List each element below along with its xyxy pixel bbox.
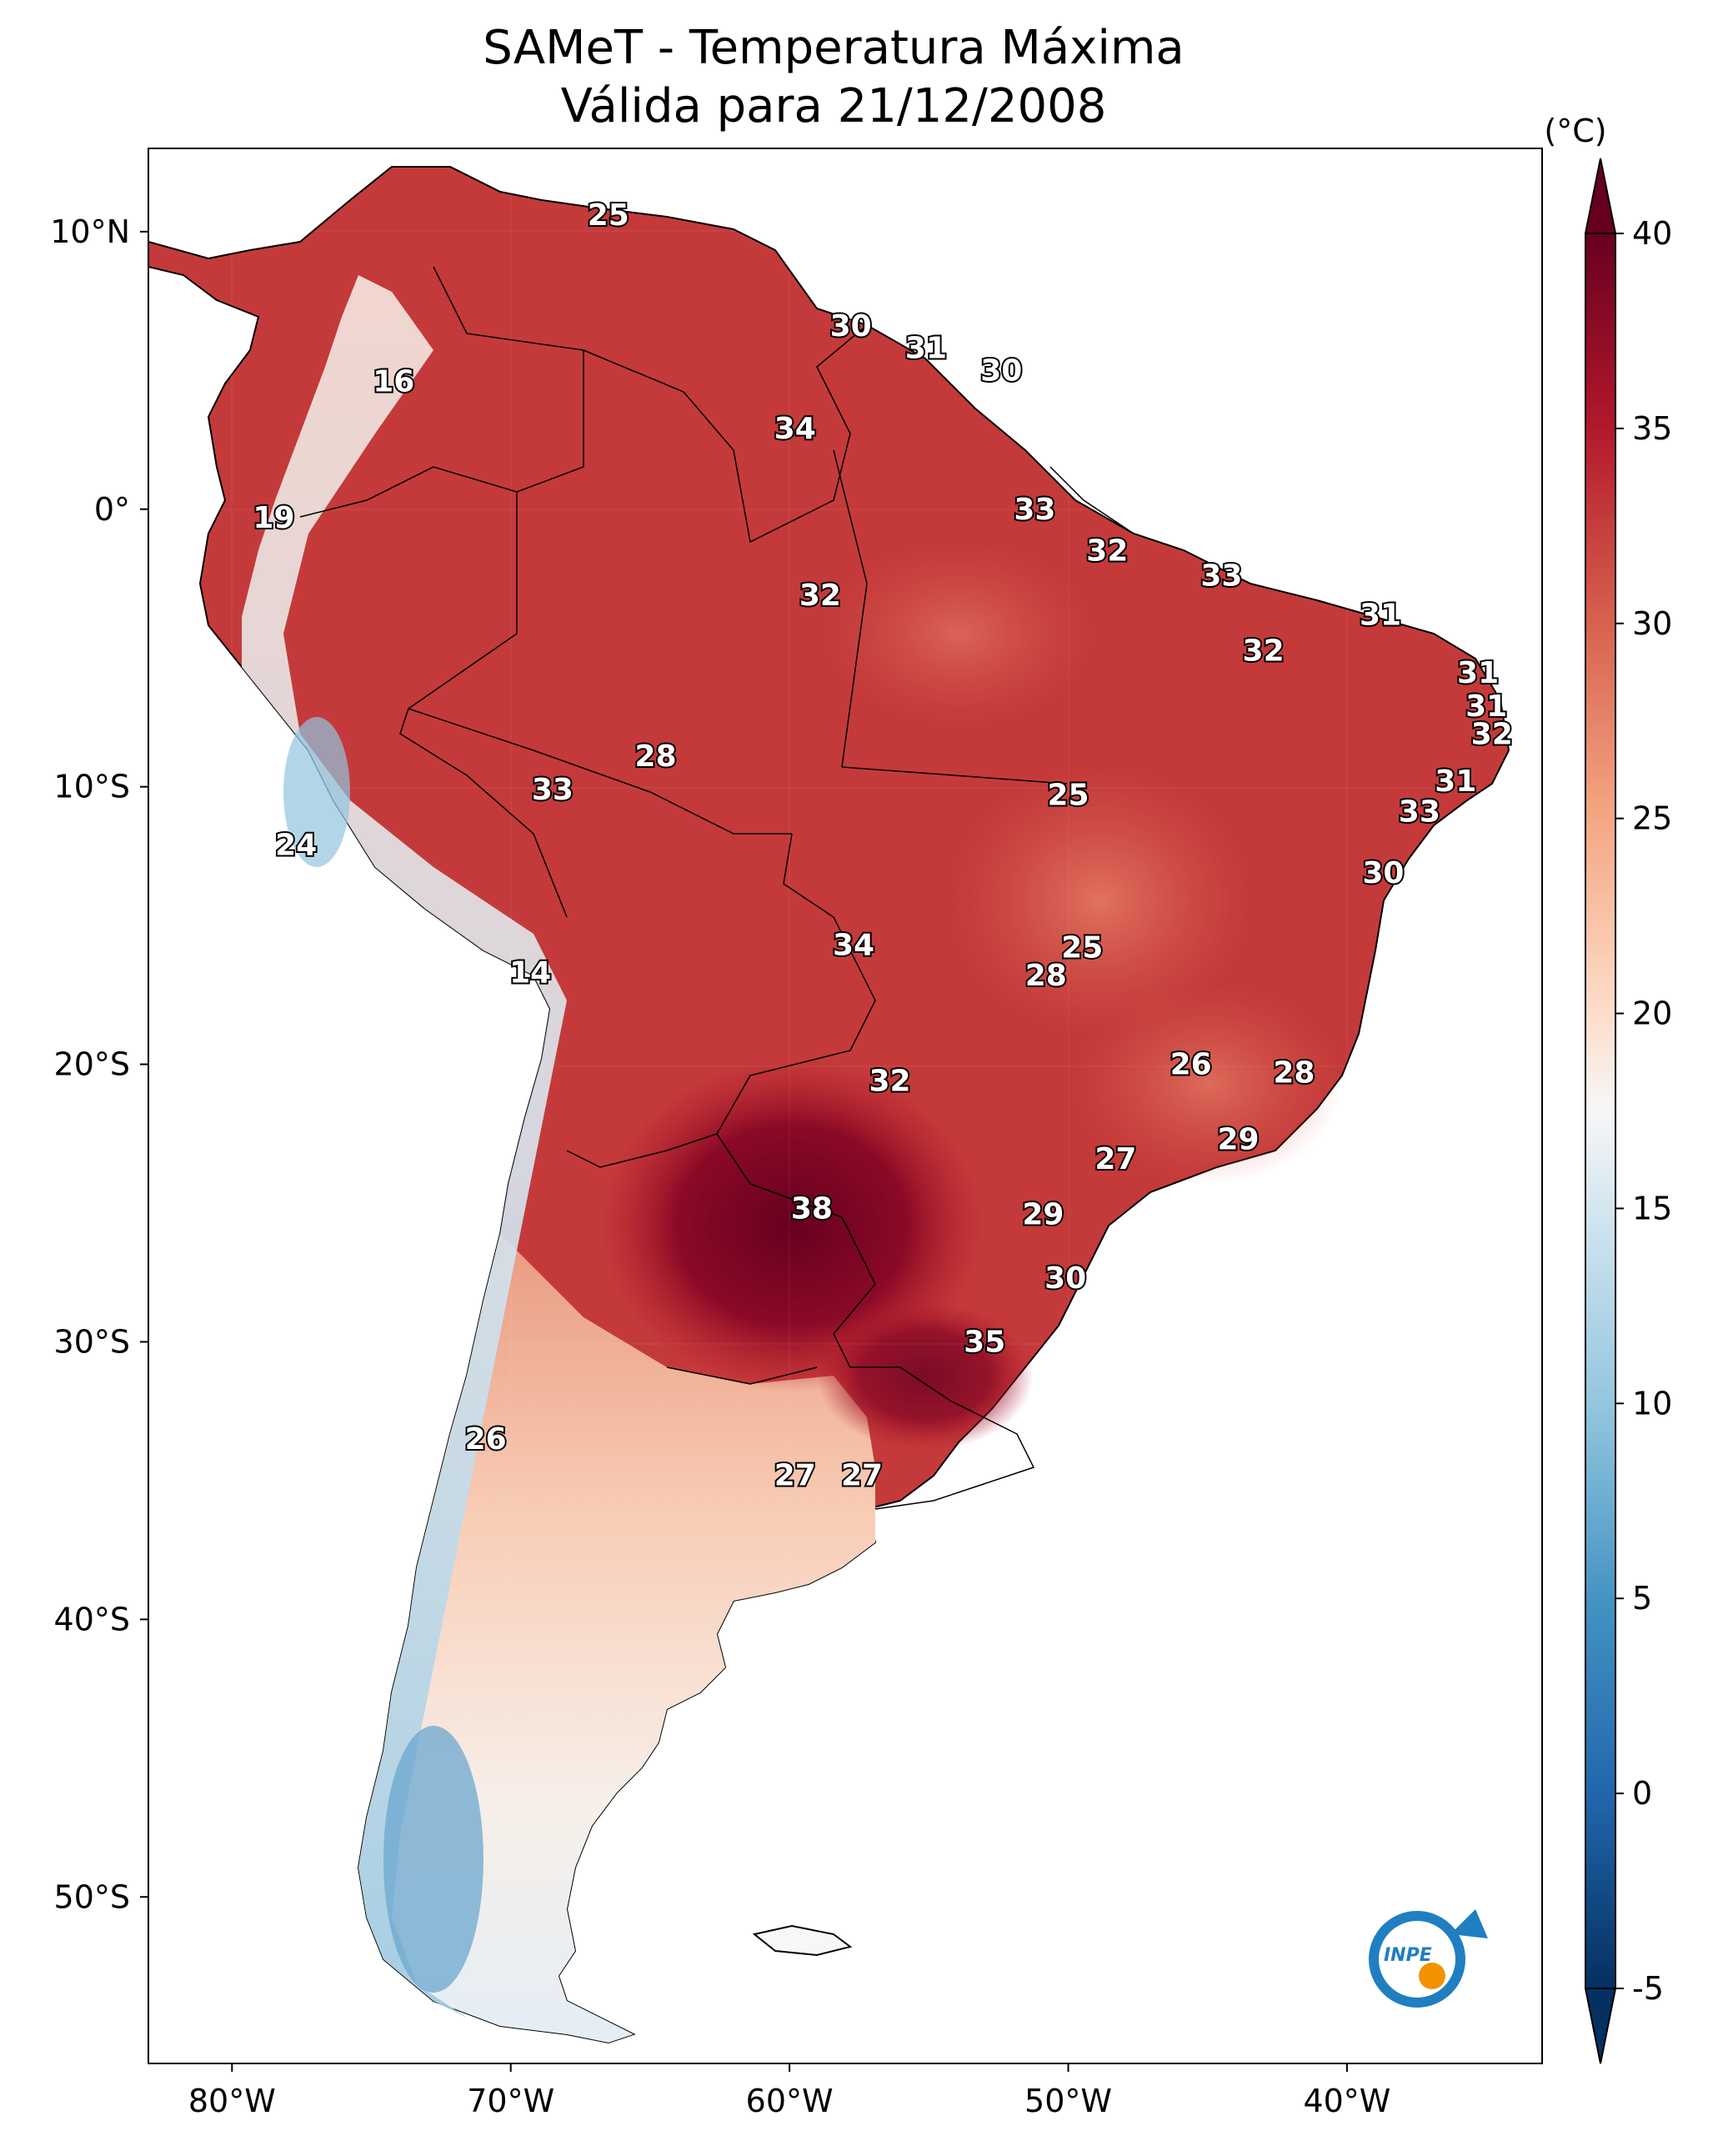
- colorbar-tick-label: 20: [1632, 995, 1672, 1032]
- contour-label: 33: [1200, 559, 1242, 594]
- inpe-logo: INPE: [1369, 1909, 1488, 2008]
- contour-label: 33: [1014, 493, 1055, 527]
- contour-label: 27: [1094, 1142, 1136, 1176]
- logo-ring: [1369, 1911, 1465, 2008]
- contour-label: 30: [980, 353, 1022, 388]
- logo-arrow-icon: [1450, 1909, 1488, 1938]
- lat-tick-label: 50°S: [54, 1878, 130, 1915]
- colorbar-tick-label: -5: [1632, 1970, 1664, 2007]
- lat-tick-label: 30°S: [54, 1323, 130, 1360]
- contour-label: 35: [964, 1325, 1005, 1359]
- lon-tick-label: 50°W: [1024, 2083, 1112, 2119]
- contour-label: 31: [1435, 765, 1476, 799]
- contour-label: 26: [1170, 1048, 1212, 1082]
- contour-label: 33: [532, 773, 573, 807]
- colorbar-tick-label: 5: [1632, 1580, 1652, 1617]
- contour-label: 33: [1399, 795, 1440, 830]
- lon-tick-label: 80°W: [188, 2083, 276, 2119]
- contour-label: 30: [830, 309, 872, 343]
- region-central-brazil: [950, 767, 1250, 1034]
- contour-label: 14: [509, 956, 551, 990]
- contour-label: 38: [791, 1192, 833, 1226]
- logo-sun-icon: [1419, 1963, 1445, 1989]
- island-falklands: [752, 1924, 853, 1957]
- region-amazon-east: [825, 542, 1092, 725]
- contour-label: 27: [841, 1458, 883, 1492]
- colorbar-ticks: 40 35 30 25 20 15 10 5 0 -5: [1615, 215, 1672, 2007]
- lat-tick-label: 10°S: [54, 769, 130, 805]
- region-patagonia-cold: [383, 1726, 483, 1993]
- contour-labels: 2516193031303433323332313231313231333028…: [251, 197, 1514, 1494]
- lon-tick-label: 70°W: [467, 2083, 554, 2119]
- lat-tick-label: 20°S: [54, 1046, 130, 1083]
- colorbar-tick-label: 30: [1632, 605, 1672, 642]
- contour-label: 31: [905, 332, 947, 366]
- contour-label: 34: [774, 412, 816, 446]
- country-borders: [299, 266, 1134, 1510]
- map-area: 2516193031303433323332313231313231333028…: [148, 148, 1542, 2063]
- colorbar-upper-extend: [1584, 158, 1617, 234]
- region-altiplano-cold: [283, 717, 350, 867]
- contour-label: 31: [1360, 598, 1401, 632]
- colorbar-tick-label: 25: [1632, 800, 1672, 837]
- contour-label: 28: [1273, 1056, 1315, 1091]
- contour-label: 24: [275, 829, 317, 863]
- gridlines: [148, 148, 1542, 2063]
- region-southern-cone: [358, 1234, 875, 2043]
- contour-label: 26: [465, 1422, 507, 1457]
- contour-label: 31: [1465, 689, 1507, 724]
- contour-label: 19: [253, 501, 294, 535]
- contour-label: 25: [588, 198, 629, 233]
- contour-label: 32: [799, 579, 841, 613]
- contour-label: 16: [373, 365, 414, 399]
- longitude-axis: 80°W 70°W 60°W 50°W 40°W: [188, 2063, 1390, 2119]
- contour-label: 32: [1243, 634, 1285, 669]
- colorbar-tick-label: 10: [1632, 1385, 1672, 1421]
- logo-text: INPE: [1384, 1945, 1432, 1966]
- region-rio-grande-hot: [817, 1301, 1034, 1451]
- contour-label: 32: [1086, 534, 1128, 569]
- contour-label: 32: [1471, 717, 1513, 751]
- map-title-line2: Válida para 21/12/2008: [560, 79, 1107, 133]
- lon-tick-label: 40°W: [1303, 2083, 1390, 2119]
- region-southeast-brazil: [1075, 984, 1342, 1184]
- map-title-line1: SAMeT - Temperatura Máxima: [483, 21, 1185, 75]
- contour-label: 29: [1217, 1122, 1259, 1156]
- colorbar: (°C) 40 35 30 25 20 15 10 5 0 -5: [1544, 113, 1672, 2064]
- contour-label: 28: [1025, 959, 1067, 993]
- contour-label: 31: [1457, 656, 1499, 690]
- contour-label: 25: [1061, 931, 1103, 965]
- colorbar-tick-label: 35: [1632, 410, 1672, 447]
- lat-tick-label: 40°S: [54, 1601, 130, 1637]
- lat-tick-label: 0°: [94, 491, 130, 528]
- lat-tick-label: 10°N: [50, 213, 130, 250]
- colorbar-body: [1585, 233, 1616, 1989]
- contour-label: 25: [1047, 779, 1089, 813]
- colorbar-unit-label: (°C): [1544, 113, 1606, 149]
- latitude-axis: 10°N 0° 10°S 20°S 30°S 40°S 50°S: [50, 213, 148, 1915]
- colorbar-tick-label: 0: [1632, 1775, 1652, 1812]
- colorbar-tick-label: 40: [1632, 215, 1672, 252]
- lon-tick-label: 60°W: [746, 2083, 834, 2119]
- contour-label: 29: [1022, 1197, 1064, 1231]
- contour-label: 27: [774, 1458, 816, 1492]
- colorbar-lower-extend: [1584, 1988, 1617, 2064]
- contour-label: 30: [1362, 856, 1404, 890]
- colorbar-tick-label: 15: [1632, 1190, 1672, 1226]
- contour-label: 28: [635, 740, 677, 774]
- contour-label: 34: [833, 928, 874, 962]
- contour-label: 32: [869, 1065, 910, 1099]
- contour-label: 30: [1044, 1261, 1086, 1296]
- region-andes: [242, 275, 567, 2018]
